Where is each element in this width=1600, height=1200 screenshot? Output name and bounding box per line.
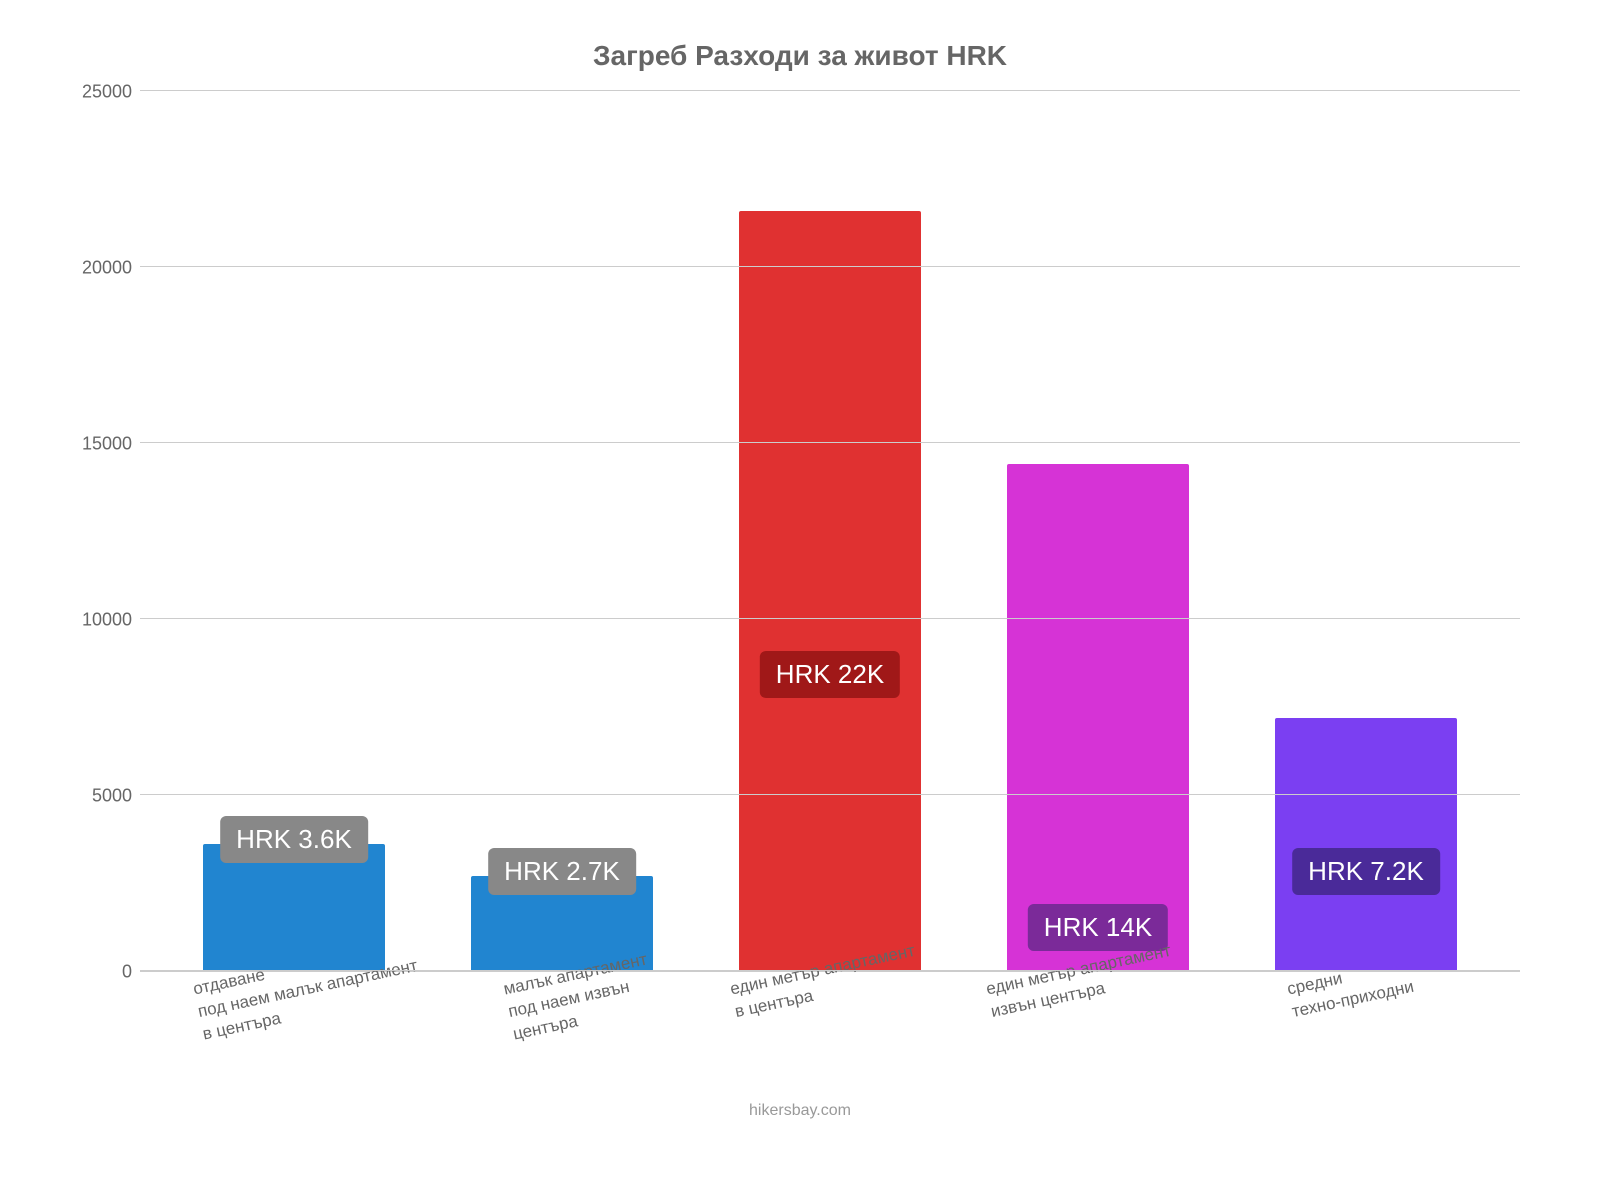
y-axis-tick: 25000 [82, 82, 132, 103]
gridline [140, 266, 1520, 267]
bar-value-label: HRK 22K [760, 651, 900, 698]
bar-value-label: HRK 7.2K [1292, 848, 1440, 895]
gridline [140, 618, 1520, 619]
y-axis-tick: 20000 [82, 258, 132, 279]
y-axis: 0500010000150002000025000 [80, 92, 140, 972]
bars-group: HRK 3.6K HRK 2.7K HRK 22K HRK 14K HRK 7.2K [140, 92, 1520, 971]
bar-slot: HRK 2.7K [428, 92, 696, 971]
bar-value-label: HRK 3.6K [220, 816, 368, 863]
bar: HRK 14K [1007, 464, 1189, 971]
plot-area: 0500010000150002000025000 HRK 3.6KHRK 2.… [80, 92, 1520, 972]
gridline [140, 442, 1520, 443]
bar-slot: HRK 7.2K [1232, 92, 1500, 971]
bar-slot: HRK 22K [696, 92, 964, 971]
bar: HRK 22K [739, 211, 921, 971]
gridline [140, 794, 1520, 795]
bar-slot: HRK 3.6K [160, 92, 428, 971]
y-axis-tick: 0 [122, 962, 132, 983]
chart-container: Загреб Разходи за живот HRK 0 5000 10000 15… [80, 40, 1520, 1140]
y-axis-tick: 5000 [92, 786, 132, 807]
bar: HRK 7.2K [1275, 718, 1457, 971]
bar-value-label: HRK 2.7K [488, 848, 636, 895]
y-axis-tick: 10000 [82, 610, 132, 631]
gridline [140, 970, 1520, 971]
bar-slot: HRK 14K [964, 92, 1232, 971]
y-axis-tick: 15000 [82, 434, 132, 455]
plot-inner: HRK 3.6KHRK 2.7KHRK 22KHRK 14KHRK 7.2K о… [140, 92, 1520, 972]
attribution: hikersbay.com [749, 1102, 851, 1120]
gridline [140, 90, 1520, 91]
chart-title: Загреб Разходи за живот HRK [80, 40, 1520, 72]
